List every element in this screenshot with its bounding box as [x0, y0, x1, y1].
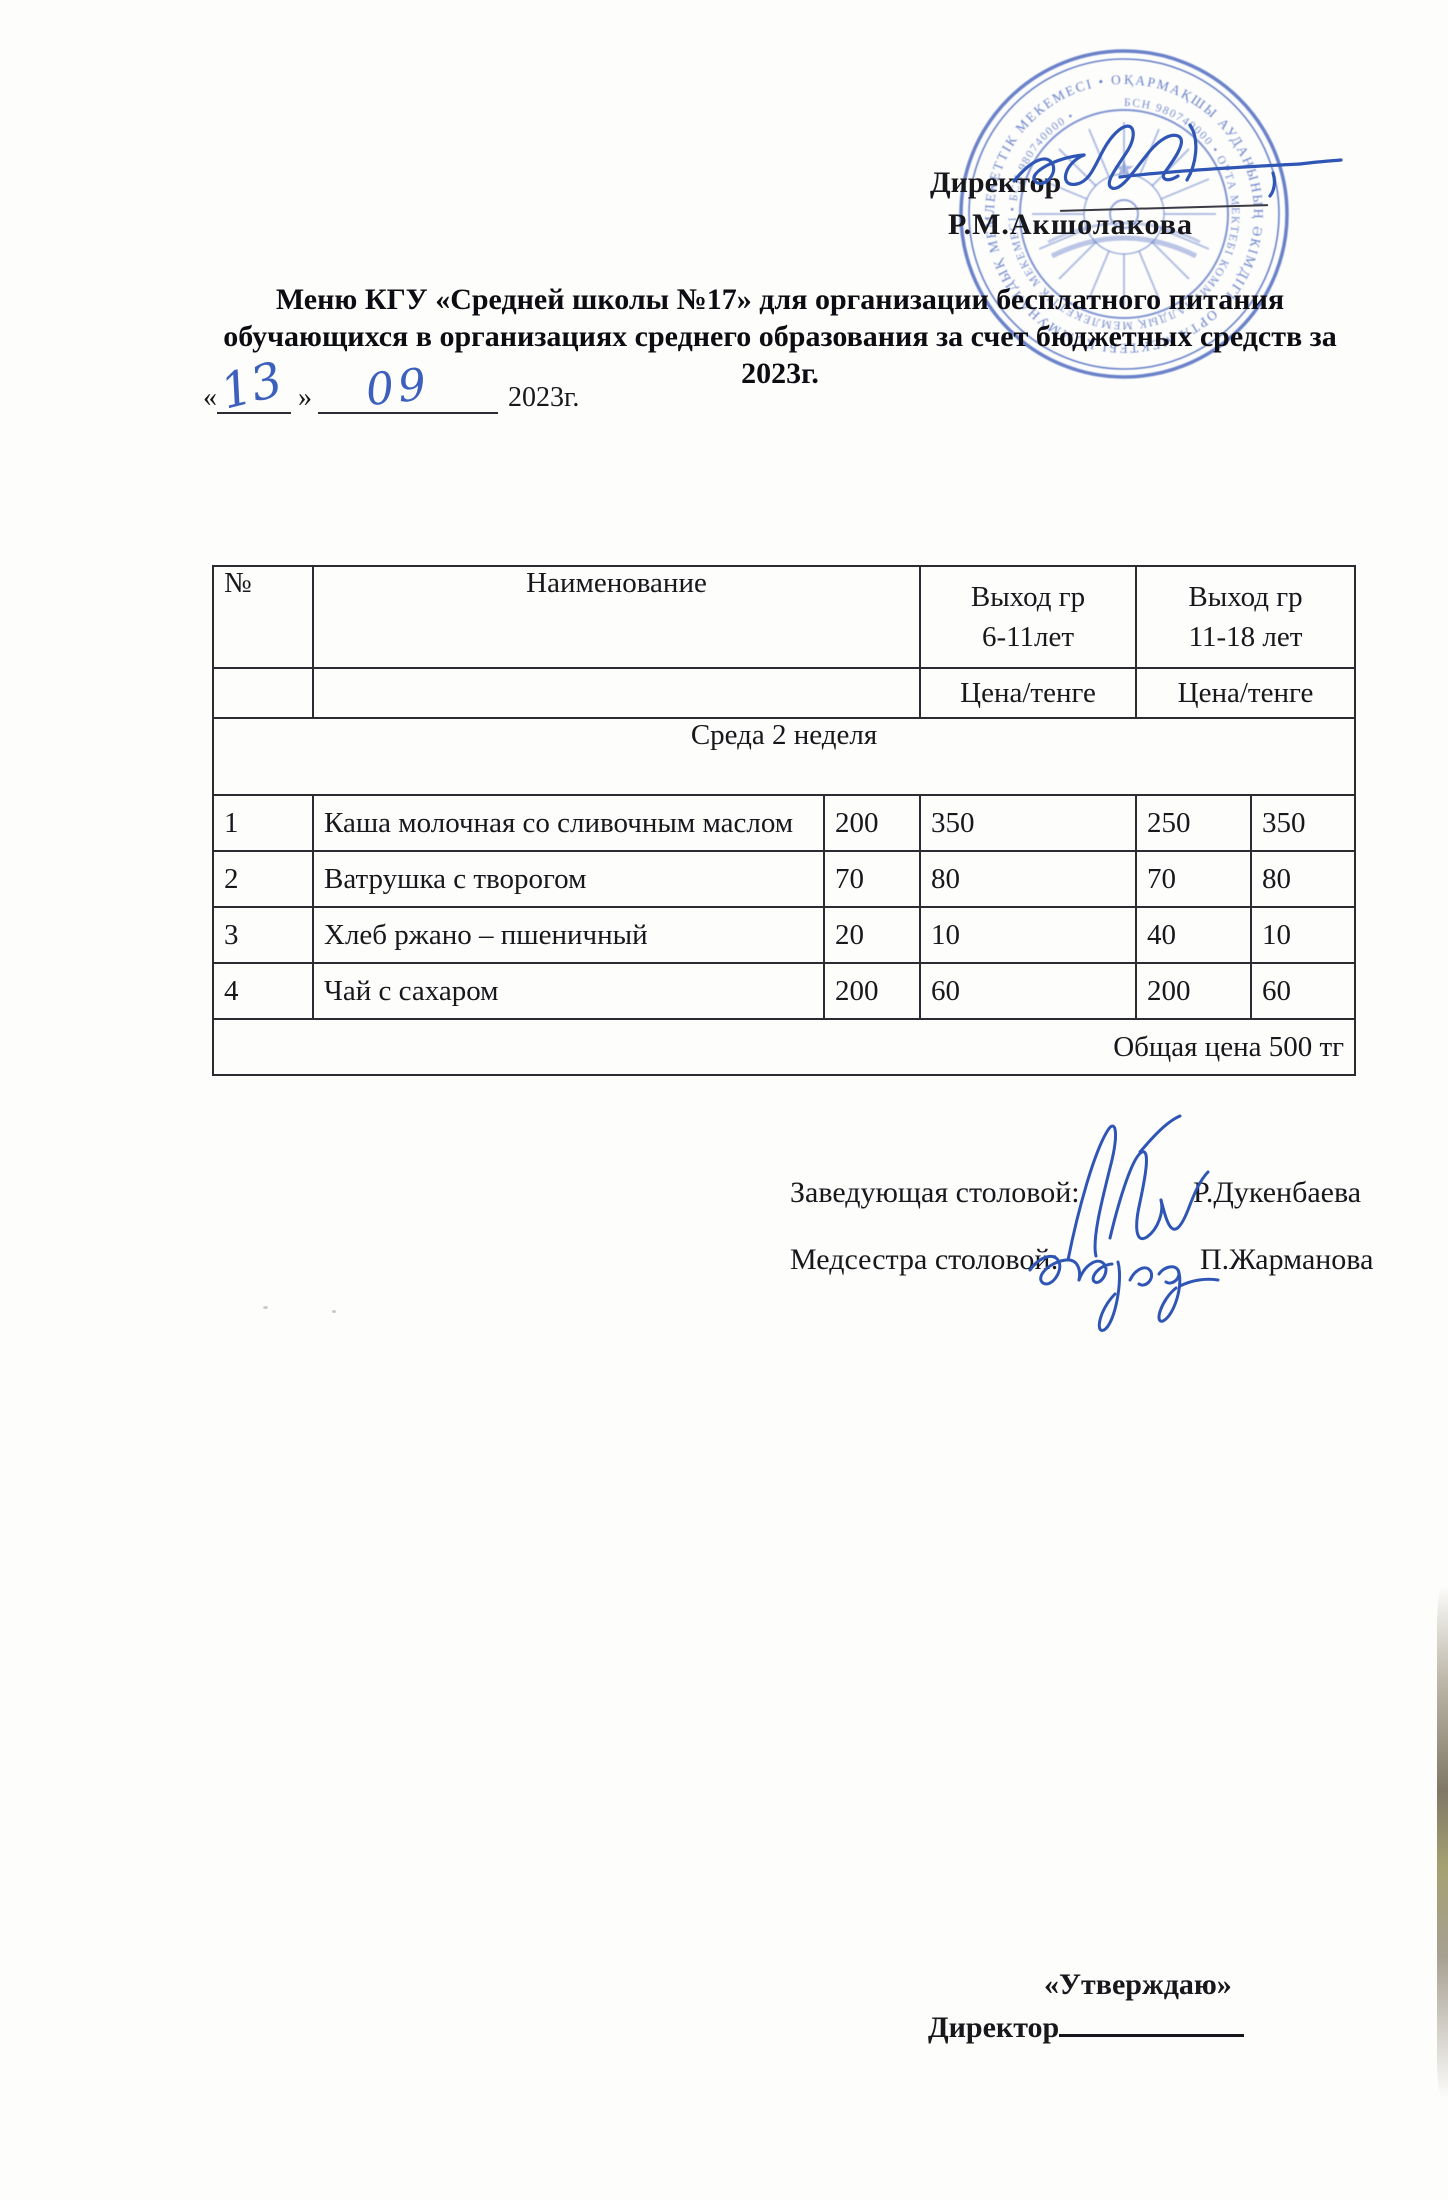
dish-name: Каша молочная со сливочным маслом — [312, 794, 825, 852]
table-row: 4 Чай с сахаром 200 60 200 60 — [212, 962, 1357, 1020]
portion-6-11: 200 — [822, 794, 922, 852]
price-11-18: 350 — [1250, 794, 1357, 852]
table-row: 3 Хлеб ржано – пшеничный 20 10 40 10 — [212, 906, 1357, 964]
director-name: Р.М.Акшолакова — [948, 208, 1193, 241]
approval-director-line: Директор — [928, 2006, 1245, 2045]
price-11-18: 80 — [1250, 850, 1357, 908]
stamp-center-emblem — [1032, 122, 1216, 306]
scan-speck — [332, 1310, 336, 1313]
col-header-number: № — [212, 565, 314, 669]
canteen-manager-signature-ink — [1066, 1114, 1210, 1262]
official-round-stamp: ҚАРМАҚШЫ АУДАНЫНЫҢ ӘКІМДІГІ • ОРТА МЕКТЕ… — [952, 42, 1289, 379]
portion-6-11: 70 — [822, 850, 922, 908]
table-total-row: Общая цена 500 тг — [211, 1018, 1357, 1076]
table-header-row: № Наименование Выход гр 6-11лет Выход гр… — [212, 565, 1357, 669]
date-close-quote: » — [298, 382, 312, 413]
price-6-11: 10 — [919, 906, 1138, 964]
canteen-manager-name: Р.Дукенбаева — [1193, 1176, 1362, 1209]
date-year: 2023г. — [508, 382, 580, 413]
table-row: 2 Ватрушка с творогом 70 80 70 80 — [212, 850, 1357, 908]
section-title: Среда 2 неделя — [211, 717, 1357, 796]
table-section-row: Среда 2 неделя — [211, 717, 1357, 796]
portion-11-18: 200 — [1135, 962, 1253, 1020]
menu-table: № Наименование Выход гр 6-11лет Выход гр… — [211, 565, 1357, 1076]
table-row: 1 Каша молочная со сливочным маслом 200 … — [212, 794, 1357, 852]
row-number: 2 — [212, 850, 314, 908]
portion-11-18: 250 — [1135, 794, 1253, 852]
row-number: 4 — [212, 962, 314, 1020]
director-signature-ink — [1012, 123, 1343, 198]
date-open-quote: « — [203, 382, 217, 413]
date-month-underline: 09 — [318, 359, 498, 416]
row-number: 1 — [212, 794, 314, 852]
approval-signature-blank — [1059, 2006, 1245, 2037]
col-header-portion-6-11: Выход гр 6-11лет — [919, 565, 1138, 669]
date-line: «13 » 09 2023г. — [203, 351, 580, 421]
table-price-header-row: Цена/тенге Цена/тенге — [212, 667, 1357, 719]
total-price: Общая цена 500 тг — [211, 1018, 1357, 1076]
document-title: Меню КГУ «Средней школы №17» для организ… — [150, 281, 1410, 392]
nurse-name: П.Жарманова — [1200, 1243, 1374, 1276]
nurse-signature-ink — [1028, 1254, 1220, 1332]
approval-director-label: Директор — [928, 2011, 1060, 2044]
portion-11-18: 40 — [1135, 906, 1253, 964]
col-header-price-6-11: Цена/тенге — [919, 667, 1138, 719]
price-11-18: 60 — [1250, 962, 1357, 1020]
dish-name: Чай с сахаром — [312, 962, 825, 1020]
dish-name: Хлеб ржано – пшеничный — [312, 906, 825, 964]
dish-name: Ватрушка с творогом — [312, 850, 825, 908]
portion-11-18: 70 — [1135, 850, 1253, 908]
empty-cell — [212, 667, 314, 719]
col-header-name: Наименование — [311, 565, 922, 669]
scan-speck — [263, 1306, 268, 1309]
price-11-18: 10 — [1250, 906, 1357, 964]
portion-6-11: 20 — [822, 906, 922, 964]
portion-6-11: 200 — [822, 962, 922, 1020]
col-header-price-11-18: Цена/тенге — [1135, 667, 1357, 719]
nurse-label: Медсестра столовой: — [790, 1243, 1059, 1276]
scan-edge-artifact — [1437, 1585, 1448, 2100]
title-line-3: 2023г. — [741, 357, 819, 390]
approval-word: «Утверждаю» — [1044, 1968, 1232, 2001]
title-line-2: обучающихся в организациях среднего обра… — [223, 320, 1337, 353]
col-header-portion-11-18: Выход гр 11-18 лет — [1135, 565, 1357, 669]
canteen-manager-label: Заведующая столовой: — [790, 1176, 1080, 1209]
title-line-1: Меню КГУ «Средней школы №17» для организ… — [275, 283, 1285, 316]
price-6-11: 60 — [919, 962, 1138, 1020]
price-6-11: 80 — [919, 850, 1138, 908]
handwritten-day: 13 — [215, 351, 288, 421]
price-6-11: 350 — [919, 794, 1138, 852]
row-number: 3 — [212, 906, 314, 964]
empty-cell — [311, 667, 922, 719]
date-day-underline: 13 — [215, 351, 291, 421]
handwritten-month: 09 — [363, 358, 433, 417]
